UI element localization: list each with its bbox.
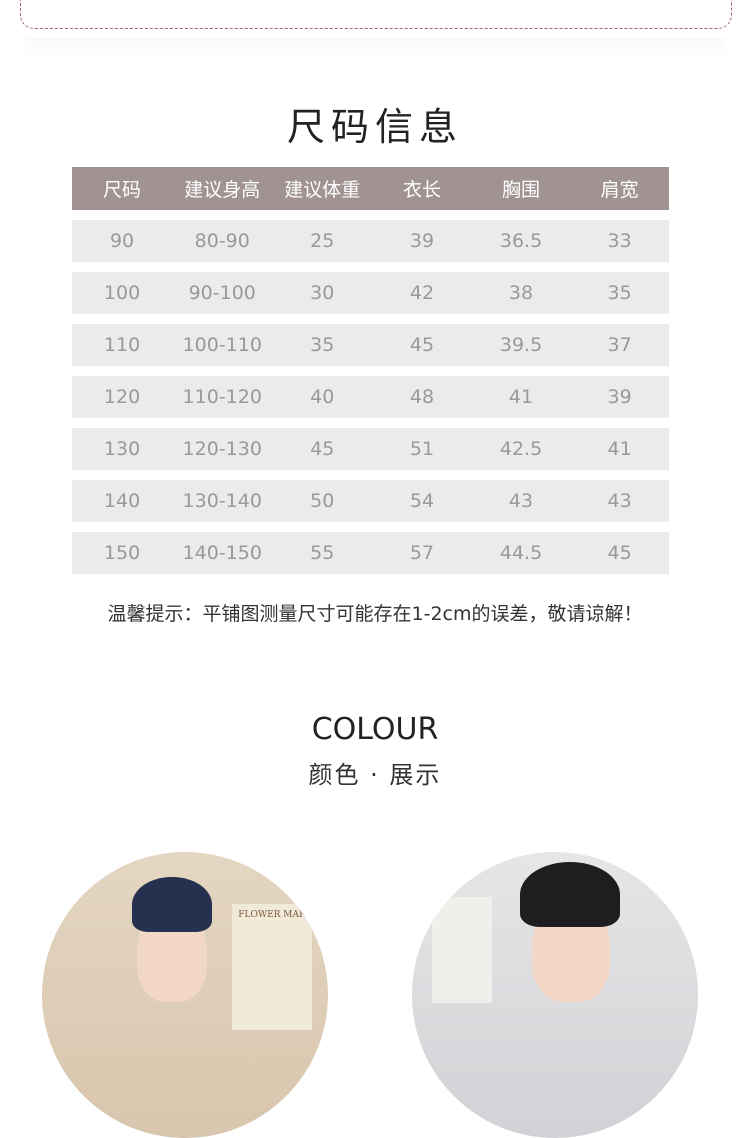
table-cell: 39 xyxy=(570,376,669,418)
top-dashed-box xyxy=(20,0,732,29)
table-cell: 130 xyxy=(72,428,173,470)
table-cell: 38 xyxy=(471,272,571,314)
table-cell: 150 xyxy=(72,532,173,574)
table-cell: 36.5 xyxy=(471,220,571,262)
divider-shadow xyxy=(25,38,725,58)
wall-decor xyxy=(432,897,492,1003)
table-row: 120 110-120 40 48 41 39 xyxy=(72,376,669,418)
table-cell: 110-120 xyxy=(172,376,273,418)
table-cell: 40 xyxy=(272,376,373,418)
table-row: 130 120-130 45 51 42.5 41 xyxy=(72,428,669,470)
poster: FLOWER MAR xyxy=(232,904,312,1030)
table-cell: 42.5 xyxy=(471,428,571,470)
table-cell: 51 xyxy=(372,428,472,470)
column-header: 建议身高 xyxy=(172,167,273,210)
column-header: 衣长 xyxy=(372,167,472,210)
table-cell: 48 xyxy=(372,376,472,418)
table-cell: 120-130 xyxy=(172,428,273,470)
black-cap xyxy=(520,862,620,927)
table-cell: 41 xyxy=(471,376,571,418)
column-header: 肩宽 xyxy=(570,167,669,210)
table-cell: 110 xyxy=(72,324,173,366)
table-cell: 45 xyxy=(570,532,669,574)
colour-photo-black[interactable] xyxy=(412,852,698,1138)
table-cell: 130-140 xyxy=(172,480,273,522)
table-cell: 30 xyxy=(272,272,373,314)
table-cell: 54 xyxy=(372,480,472,522)
table-cell: 100 xyxy=(72,272,173,314)
table-cell: 90 xyxy=(72,220,173,262)
colour-subtitle: 颜色 · 展示 xyxy=(308,761,442,789)
table-header-row: 尺码 建议身高 建议体重 衣长 胸围 肩宽 xyxy=(72,167,669,210)
table-cell: 37 xyxy=(570,324,669,366)
table-cell: 50 xyxy=(272,480,373,522)
measurement-tip: 温馨提示：平铺图测量尺寸可能存在1-2cm的误差，敬请谅解！ xyxy=(107,603,643,625)
table-cell: 39 xyxy=(372,220,472,262)
size-table: 尺码 建议身高 建议体重 衣长 胸围 肩宽 90 80-90 25 39 36.5 33 100 90-… xyxy=(72,157,669,584)
table-cell: 43 xyxy=(570,480,669,522)
table-cell: 42 xyxy=(372,272,472,314)
table-cell: 35 xyxy=(272,324,373,366)
table-cell: 80-90 xyxy=(172,220,273,262)
table-row: 140 130-140 50 54 43 43 xyxy=(72,480,669,522)
table-cell: 120 xyxy=(72,376,173,418)
table-row: 150 140-150 55 57 44.5 45 xyxy=(72,532,669,574)
table-cell: 39.5 xyxy=(471,324,571,366)
table-cell: 140 xyxy=(72,480,173,522)
table-cell: 140-150 xyxy=(172,532,273,574)
column-header: 胸围 xyxy=(471,167,571,210)
size-info-title: 尺码信息 xyxy=(286,105,463,149)
table-cell: 55 xyxy=(272,532,373,574)
colour-photo-navy[interactable]: FLOWER MAR xyxy=(42,852,328,1138)
table-cell: 90-100 xyxy=(172,272,273,314)
table-cell: 33 xyxy=(570,220,669,262)
table-row: 90 80-90 25 39 36.5 33 xyxy=(72,220,669,262)
table-cell: 45 xyxy=(272,428,373,470)
table-cell: 35 xyxy=(570,272,669,314)
colour-title: COLOUR xyxy=(311,712,439,747)
table-row: 110 100-110 35 45 39.5 37 xyxy=(72,324,669,366)
column-header: 尺码 xyxy=(72,167,173,210)
table-cell: 43 xyxy=(471,480,571,522)
table-row: 100 90-100 30 42 38 35 xyxy=(72,272,669,314)
table-cell: 25 xyxy=(272,220,373,262)
table-cell: 45 xyxy=(372,324,472,366)
table-cell: 41 xyxy=(570,428,669,470)
table-cell: 100-110 xyxy=(172,324,273,366)
navy-cap xyxy=(132,877,212,932)
column-header: 建议体重 xyxy=(272,167,373,210)
table-cell: 57 xyxy=(372,532,472,574)
table-cell: 44.5 xyxy=(471,532,571,574)
